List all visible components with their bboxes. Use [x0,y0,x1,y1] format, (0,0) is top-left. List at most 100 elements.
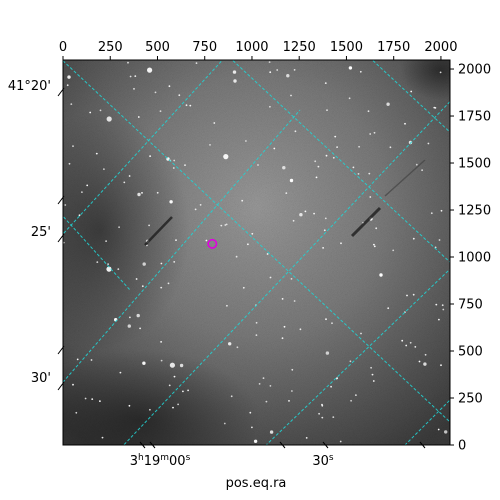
top-tick-label: 1750 [377,40,410,55]
star [142,262,146,266]
star [360,332,362,335]
star [66,84,69,87]
star [199,204,202,206]
star [313,212,315,215]
star [127,61,129,64]
star [357,173,360,175]
left-tick [57,381,65,391]
star [440,364,442,367]
bottom-tick [279,441,286,449]
star [294,130,297,133]
star [268,61,271,63]
star [325,154,328,157]
star [232,70,237,74]
star [355,394,357,396]
star [392,249,395,252]
star [369,133,372,135]
star [321,416,324,419]
star [283,325,286,328]
star [373,243,375,246]
star [76,358,79,361]
star [224,224,227,226]
star [137,192,141,197]
star [414,346,417,348]
star [291,390,293,392]
star [299,213,303,217]
top-axis: 0 250 500 750 1000 1250 1500 1750 2000 [59,40,457,60]
star [317,165,320,168]
star [371,373,374,376]
right-tick-label: 500 [458,345,483,360]
star [282,166,286,170]
star [64,204,67,206]
star [127,324,131,328]
star [409,341,412,344]
grid-line [63,60,224,235]
star [90,359,93,361]
right-tick-label: 1750 [458,110,491,125]
star [324,82,327,84]
star [379,273,383,277]
top-tick-label: 750 [192,40,217,55]
right-tick-label: 0 [458,439,466,454]
star [107,263,109,265]
star [175,239,177,242]
star [177,403,180,406]
star [251,426,253,429]
grid-line [371,60,450,133]
star [106,266,112,272]
star [194,208,197,211]
coordinate-grid [63,60,450,445]
star [404,122,406,125]
bottom-tick [322,441,329,449]
star [75,411,78,414]
bottom-tick [139,441,146,449]
star [137,116,140,118]
star [106,116,112,122]
left-tick [57,195,65,205]
star [349,360,352,363]
star [160,359,163,362]
star [348,66,353,70]
star [265,400,268,403]
star [253,439,258,443]
star [331,322,333,325]
left-tick-label: 25' [31,225,51,240]
star [276,69,279,71]
right-tick-label: 1500 [458,157,491,172]
star [187,389,190,392]
star [149,408,151,411]
star [322,247,324,249]
star [78,214,81,217]
star [136,313,140,318]
star [89,111,92,114]
star [141,285,144,288]
star [262,377,265,379]
star [340,242,342,245]
star [288,400,290,402]
star [269,105,271,108]
right-tick-label: 2000 [458,63,491,78]
grid-line [63,60,450,423]
bottom-tick-label: 30s [312,453,334,469]
star [160,341,163,343]
top-tick-label: 1500 [330,40,363,55]
star [330,385,332,388]
star [223,422,226,425]
star [149,155,152,158]
star [118,226,120,229]
star [442,308,445,311]
star [245,140,247,142]
star [235,255,238,258]
star [336,146,338,149]
star [91,398,94,400]
star [424,353,427,356]
star [438,239,441,241]
star [251,232,254,235]
star [160,286,163,289]
bottom-tick [419,441,426,449]
star [133,88,135,90]
right-axis: 0 250 500 750 1000 1250 1500 1750 2000 [450,63,491,454]
left-tick-label: 41°20' [8,79,51,94]
star [101,436,104,439]
